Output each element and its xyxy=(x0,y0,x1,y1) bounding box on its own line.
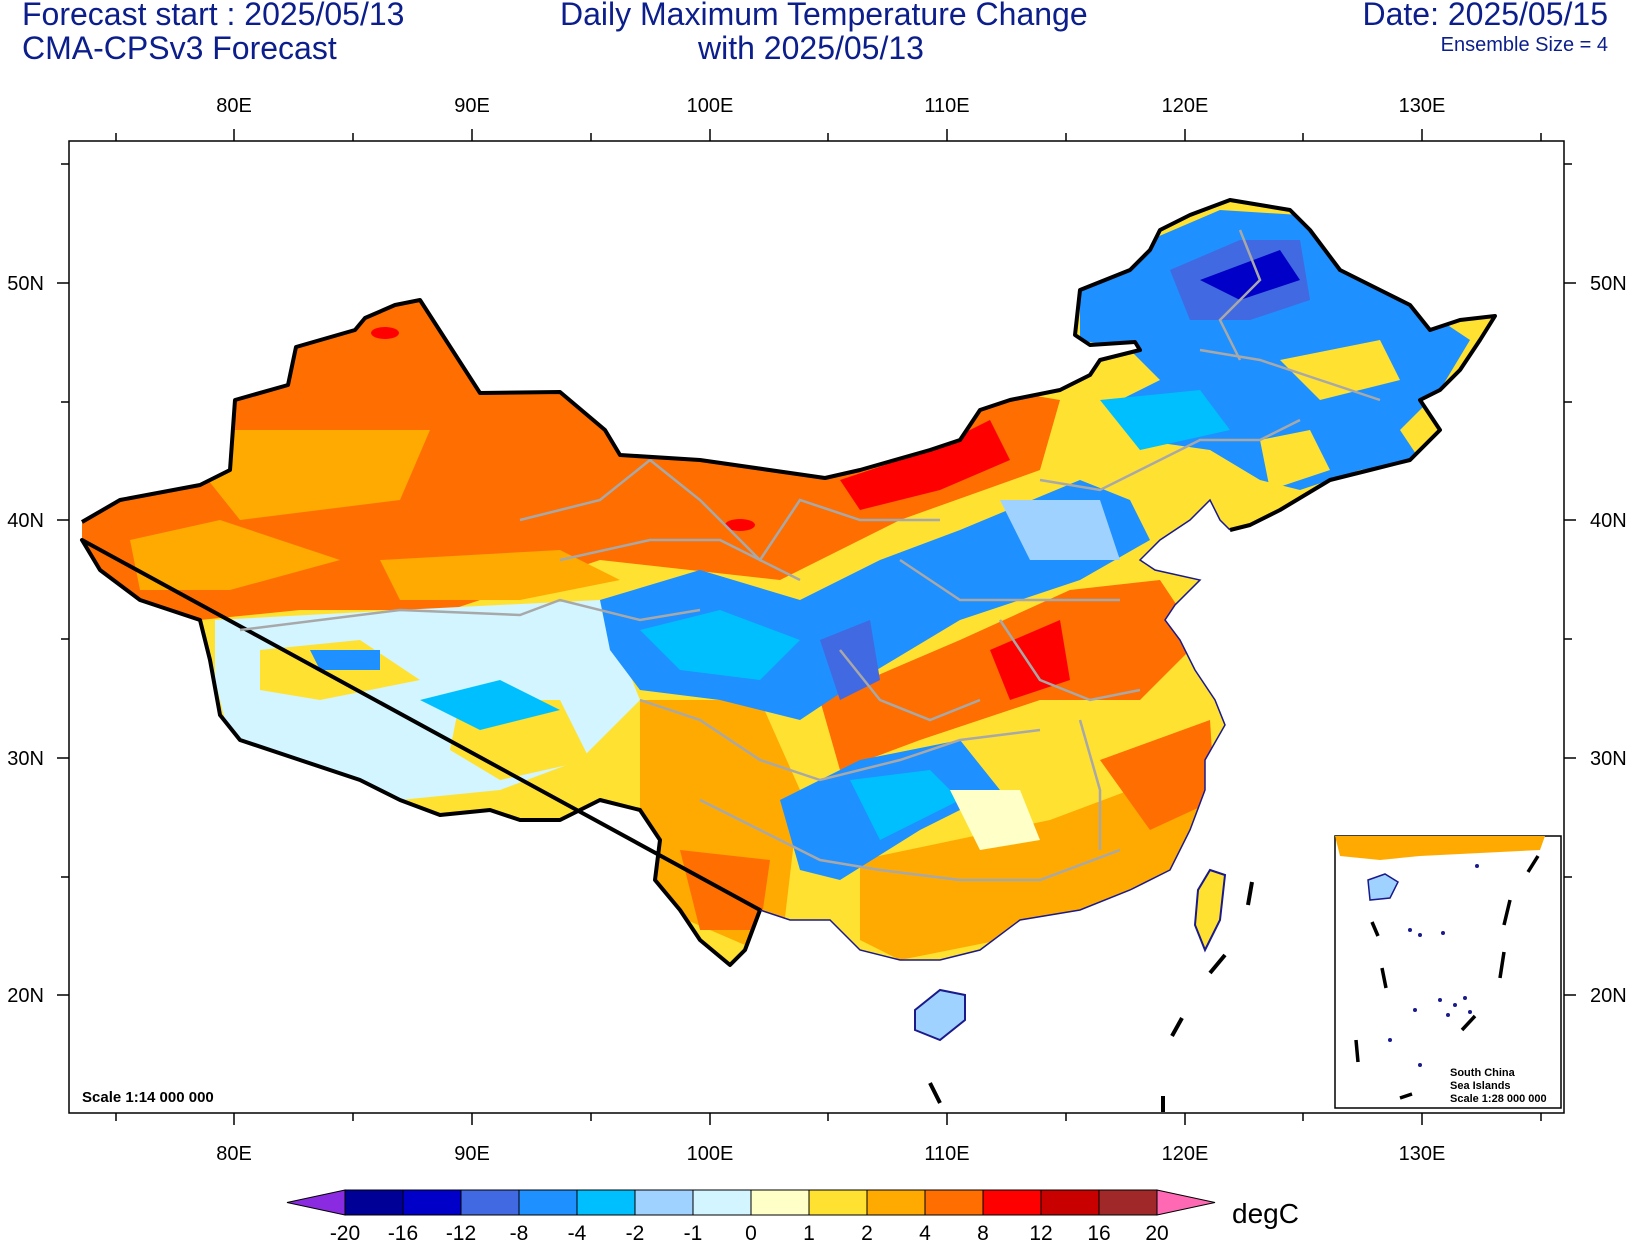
lat-labels-left: 50N 40N 30N 20N xyxy=(7,273,44,1007)
taiwan-island xyxy=(1193,868,1227,953)
coastline xyxy=(759,498,1231,961)
lon-label: 80E xyxy=(216,95,252,117)
colorbar-swatch xyxy=(402,1189,462,1216)
colorbar-tick-label: 8 xyxy=(977,1222,989,1241)
colorbar-tick-label: -16 xyxy=(388,1222,418,1241)
south-china-sea-inset xyxy=(1334,835,1562,1109)
colorbar-tick-label: 4 xyxy=(919,1222,931,1241)
colorbar-swatch xyxy=(750,1189,810,1216)
model-label: CMA-CPSv3 Forecast xyxy=(22,30,337,66)
colorbar-swatch xyxy=(866,1189,926,1216)
chart-title-line2: with 2025/05/13 xyxy=(698,30,924,66)
colorbar-swatch xyxy=(982,1189,1042,1216)
colorbar-swatch xyxy=(692,1189,752,1216)
lat-label: 30N xyxy=(1590,748,1627,770)
colorbar-unit-label: degC xyxy=(1232,1198,1299,1229)
lon-label: 90E xyxy=(454,95,490,117)
lat-label: 50N xyxy=(7,273,44,295)
lon-label: 120E xyxy=(1162,1143,1209,1165)
lon-label: 130E xyxy=(1399,1143,1446,1165)
colorbar-tick-label: 0 xyxy=(745,1222,757,1241)
colorbar: -20 -16 -12 -8 -4 -2 -1 0 1 2 4 8 12 16 20 xyxy=(286,1189,1216,1241)
hainan-island xyxy=(914,988,966,1042)
inset-label-line2: Sea Islands xyxy=(1450,1080,1511,1092)
map-scale-label: Scale 1:14 000 000 xyxy=(82,1089,214,1106)
colorbar-tick-label: 2 xyxy=(861,1222,873,1241)
inset-scale-label: Scale 1:28 000 000 xyxy=(1450,1093,1547,1105)
valid-date-label: Date: 2025/05/15 xyxy=(1362,0,1608,32)
colorbar-swatch xyxy=(460,1189,520,1216)
colorbar-overflow-triangle xyxy=(1156,1189,1216,1216)
colorbar-swatch xyxy=(808,1189,868,1216)
lon-label: 130E xyxy=(1399,95,1446,117)
colorbar-tick-label: 1 xyxy=(803,1222,815,1241)
lon-label: 110E xyxy=(924,1143,969,1165)
china-border xyxy=(80,198,1497,967)
inset-label-line1: South China xyxy=(1450,1067,1516,1079)
lon-label: 120E xyxy=(1162,95,1209,117)
colorbar-tick-label: 16 xyxy=(1087,1222,1110,1241)
lat-label: 40N xyxy=(1590,510,1627,532)
lon-labels-bottom: 80E 90E 100E 110E 120E 130E xyxy=(216,1143,1445,1165)
colorbar-tick-label: -12 xyxy=(446,1222,476,1241)
forecast-start-label: Forecast start : 2025/05/13 xyxy=(22,0,405,32)
colorbar-tick-label: -2 xyxy=(626,1222,645,1241)
chart-title-line1: Daily Maximum Temperature Change xyxy=(560,0,1088,32)
colorbar-swatch xyxy=(344,1189,404,1216)
province-boundaries xyxy=(239,229,1381,882)
colorbar-underflow-triangle xyxy=(286,1189,346,1216)
frame-ticks xyxy=(57,129,1576,1125)
lat-label: 50N xyxy=(1590,273,1627,295)
lon-label: 80E xyxy=(216,1143,252,1165)
lat-label: 40N xyxy=(7,510,44,532)
lon-labels-top: 80E 90E 100E 110E 120E 130E xyxy=(216,95,1445,117)
lon-label: 90E xyxy=(454,1143,490,1165)
lat-label: 20N xyxy=(7,985,44,1007)
lat-label: 20N xyxy=(1590,985,1627,1007)
lat-label: 30N xyxy=(7,748,44,770)
colorbar-swatch xyxy=(924,1189,984,1216)
lon-label: 110E xyxy=(924,95,969,117)
nine-dash-line xyxy=(928,881,1254,1112)
colorbar-tick-label: -20 xyxy=(330,1222,360,1241)
lat-labels-right: 50N 40N 30N 20N xyxy=(1590,273,1627,1007)
colorbar-swatch xyxy=(576,1189,636,1216)
colorbar-tick-label: -1 xyxy=(684,1222,703,1241)
lon-label: 100E xyxy=(687,95,734,117)
colorbar-tick-label: -4 xyxy=(568,1222,587,1241)
colorbar-tick-label: 12 xyxy=(1029,1222,1052,1241)
colorbar-swatch xyxy=(634,1189,694,1216)
colorbar-swatch xyxy=(1098,1189,1158,1216)
ensemble-size-label: Ensemble Size = 4 xyxy=(1440,34,1608,56)
colorbar-swatch xyxy=(1040,1189,1100,1216)
colorbar-swatch xyxy=(518,1189,578,1216)
colorbar-tick-label: -8 xyxy=(510,1222,529,1241)
colorbar-tick-label: 20 xyxy=(1145,1222,1168,1241)
lon-label: 100E xyxy=(687,1143,734,1165)
